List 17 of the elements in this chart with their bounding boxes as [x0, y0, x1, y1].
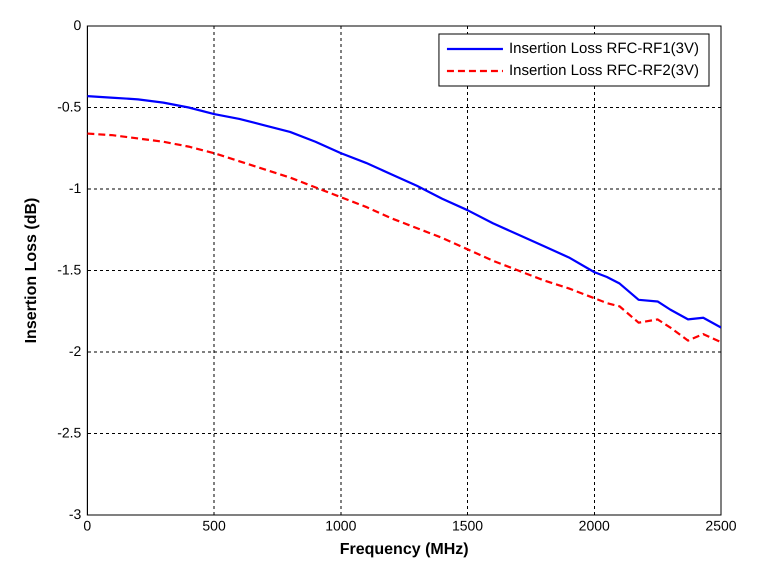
y-tick-label: -0.5	[57, 98, 82, 114]
legend-label: Insertion Loss RFC-RF1(3V)	[508, 40, 700, 58]
y-tick-label: -1.5	[57, 261, 82, 278]
x-tick-label: 2000	[578, 517, 610, 534]
x-tick-label: 2500	[705, 517, 737, 534]
x-tick-label: 1500	[452, 517, 484, 534]
y-tick-label: -3	[68, 506, 82, 522]
x-axis-title: Frequency (MHz)	[340, 540, 469, 558]
y-tick-label: 0	[74, 16, 82, 33]
x-tick-label: 1000	[325, 517, 357, 534]
y-tick-label: -2.5	[57, 424, 82, 440]
x-tick-label: 500	[202, 517, 226, 534]
y-tick-label: -1	[68, 180, 82, 196]
y-axis-title: Insertion Loss (dB)	[23, 198, 40, 344]
legend-label: Insertion Loss RFC-RF2(3V)	[508, 62, 700, 80]
line-series	[87, 132, 721, 344]
y-tick-label: -2	[68, 342, 82, 359]
